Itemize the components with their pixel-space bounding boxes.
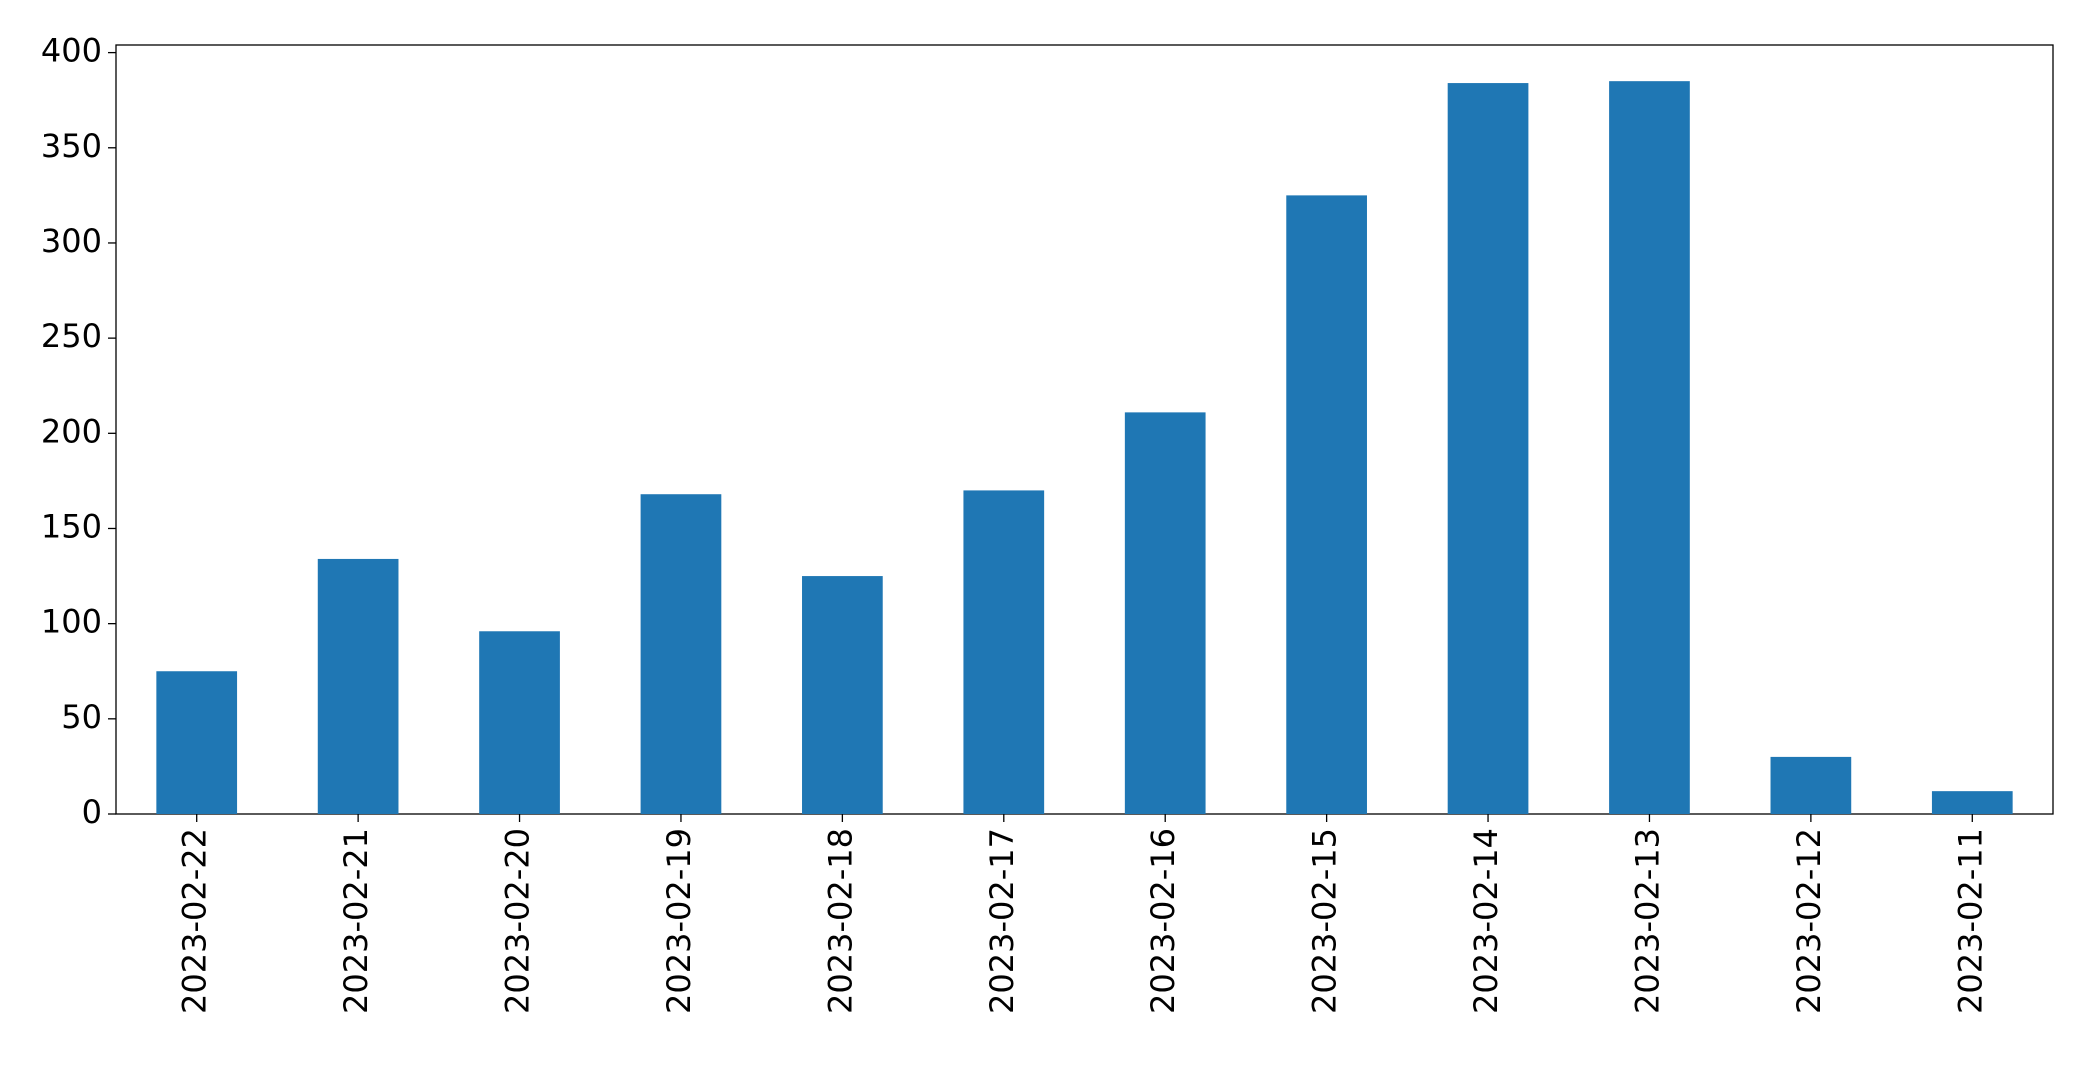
x-tick-label: 2023-02-14 [1467, 828, 1505, 1014]
bar [1447, 83, 1529, 814]
x-tick-label: 2023-02-20 [499, 828, 537, 1014]
y-tick-label: 200 [41, 412, 102, 450]
bar [1931, 791, 2013, 814]
x-tick-label: 2023-02-11 [1951, 828, 1989, 1014]
y-tick-label: 400 [41, 32, 102, 70]
x-tick-label: 2023-02-13 [1628, 828, 1666, 1014]
bar [479, 631, 560, 814]
x-tick-label: 2023-02-19 [660, 828, 698, 1014]
bar [802, 576, 883, 814]
y-tick-label: 0 [82, 793, 102, 831]
bar [640, 494, 722, 814]
bar [317, 558, 399, 814]
x-tick-label: 2023-02-15 [1306, 828, 1344, 1014]
y-tick-label: 50 [61, 698, 102, 736]
plot-frame [115, 44, 2054, 815]
bar [1609, 81, 1690, 815]
bar [1770, 756, 1852, 814]
y-tick-label: 250 [41, 317, 102, 355]
bar [156, 671, 238, 814]
x-tick-label: 2023-02-12 [1790, 828, 1828, 1014]
y-tick-label: 350 [41, 127, 102, 165]
bar [1124, 412, 1206, 814]
y-tick-label: 100 [41, 603, 102, 641]
y-tick-label: 150 [41, 507, 102, 545]
bar [963, 490, 1045, 814]
x-tick-label: 2023-02-21 [337, 828, 375, 1014]
x-tick-label: 2023-02-22 [176, 828, 214, 1014]
x-tick-label: 2023-02-16 [1144, 828, 1182, 1014]
x-tick-label: 2023-02-18 [821, 828, 859, 1014]
x-tick-label: 2023-02-17 [983, 828, 1021, 1014]
y-tick-label: 300 [41, 222, 102, 260]
bar [1286, 195, 1367, 814]
